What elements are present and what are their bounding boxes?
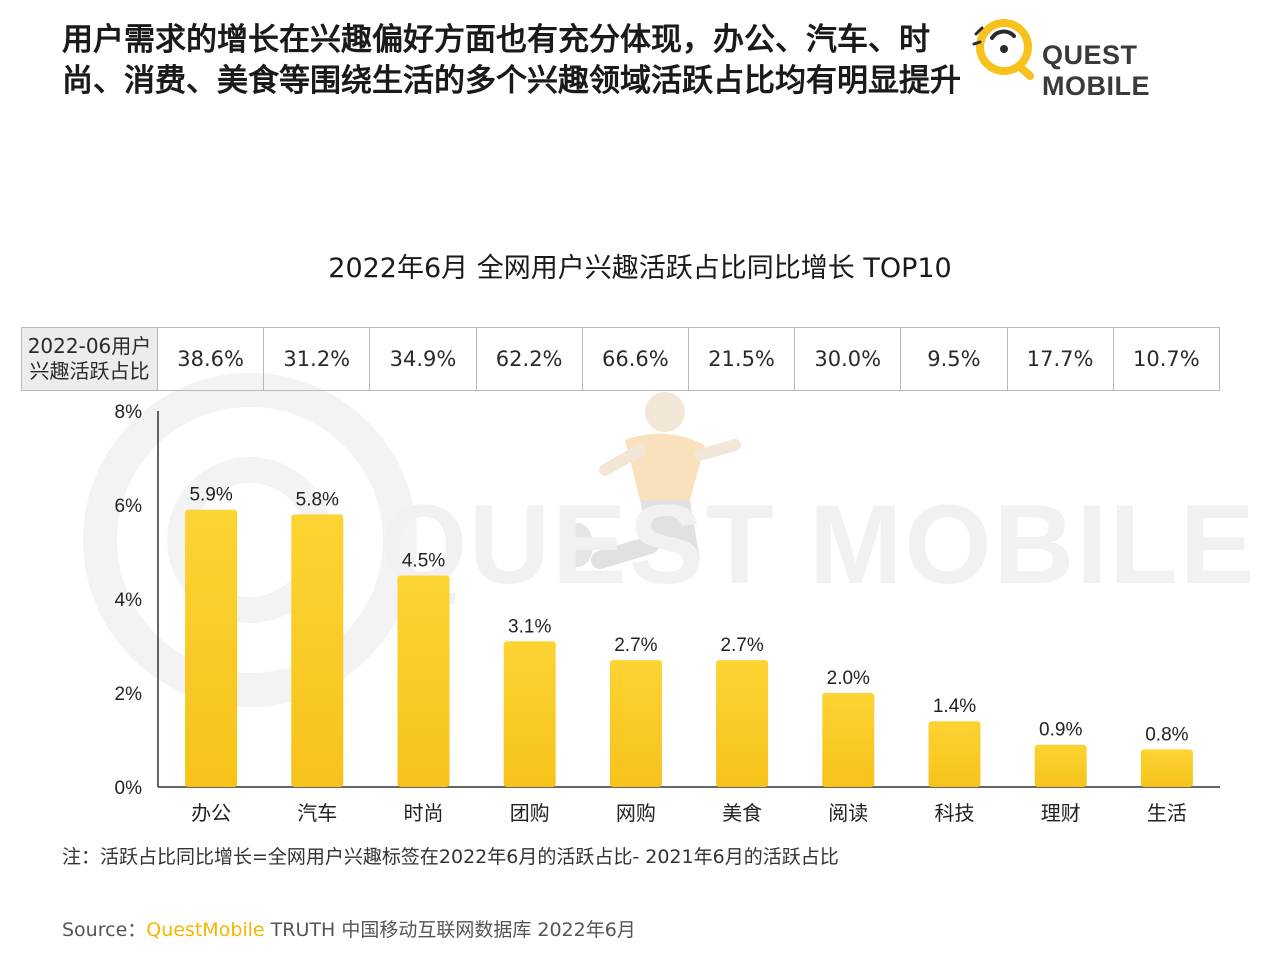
y-tick-label: 4% — [115, 590, 143, 611]
footnote: 注：活跃占比同比增长=全网用户兴趣标签在2022年6月的活跃占比- 2021年6… — [62, 846, 839, 868]
bar-value-label: 5.8% — [296, 489, 339, 510]
bar-value-label: 1.4% — [933, 696, 976, 717]
bar-value-label: 5.9% — [189, 485, 232, 506]
table-cell: 38.6% — [156, 327, 265, 391]
bar — [928, 721, 981, 787]
x-tick-label: 美食 — [722, 801, 762, 825]
y-tick-label: 8% — [115, 402, 143, 423]
table-row: 2022-06用户兴趣活跃占比 38.6% 31.2% 34.9% 62.2% … — [21, 327, 1221, 391]
bar-value-label: 0.9% — [1039, 720, 1082, 741]
x-tick-label: 时尚 — [404, 801, 444, 825]
x-tick-label: 网购 — [616, 801, 656, 825]
source-brand: QuestMobile — [146, 919, 265, 941]
bar-value-label: 0.8% — [1145, 724, 1188, 745]
bar-value-label: 2.7% — [614, 635, 657, 656]
source-line: Source：QuestMobile TRUTH 中国移动互联网数据库 2022… — [62, 915, 636, 942]
table-cell: 30.0% — [794, 327, 902, 391]
table-cell: 9.5% — [900, 327, 1008, 391]
y-tick-label: 0% — [115, 778, 143, 799]
bar — [1140, 749, 1193, 787]
table-cell: 62.2% — [475, 327, 583, 391]
table-cell: 10.7% — [1112, 327, 1221, 391]
x-tick-label: 科技 — [935, 801, 975, 825]
bar — [609, 660, 662, 787]
quest-mobile-logo-icon — [972, 19, 1034, 80]
bar — [185, 509, 238, 787]
activity-share-table: 2022-06用户兴趣活跃占比 38.6% 31.2% 34.9% 62.2% … — [21, 327, 1221, 391]
bar — [291, 514, 344, 787]
table-header-cell: 2022-06用户兴趣活跃占比 — [21, 327, 158, 391]
watermark-text: QUEST MOBILE — [380, 482, 1257, 607]
table-cell: 21.5% — [687, 327, 796, 391]
bar-value-label: 2.0% — [827, 668, 870, 689]
headline: 用户需求的增长在兴趣偏好方面也有充分体现，办公、汽车、时尚、消费、美食等围绕生活… — [62, 22, 961, 99]
table-cell: 17.7% — [1006, 327, 1114, 391]
x-tick-label: 阅读 — [828, 801, 868, 825]
bar-value-label: 3.1% — [508, 616, 551, 637]
brand-logo: QUEST MOBILE — [972, 14, 1232, 101]
bar — [503, 641, 556, 787]
y-tick-label: 6% — [115, 496, 143, 517]
y-tick-label: 2% — [115, 684, 143, 705]
bar — [716, 660, 769, 787]
x-tick-label: 生活 — [1147, 801, 1187, 825]
bar — [1034, 744, 1087, 787]
chart-title: 2022年6月 全网用户兴趣活跃占比同比增长 TOP10 — [328, 253, 952, 284]
bar-chart: 0% 2% 4% 6% 8% 5.9% 办公 5.8% 汽车 4.5% 时尚 3.1% 团购 2.7% 网购… — [115, 402, 1220, 825]
x-tick-label: 办公 — [191, 801, 231, 825]
table-cell: 66.6% — [581, 327, 689, 391]
x-tick-label: 汽车 — [297, 801, 337, 825]
source-rest: TRUTH 中国移动互联网数据库 2022年6月 — [264, 919, 636, 941]
table-cell: 31.2% — [263, 327, 371, 391]
source-prefix: Source： — [62, 919, 147, 941]
x-tick-label: 理财 — [1041, 801, 1081, 825]
bar-value-label: 2.7% — [720, 635, 763, 656]
table-cell: 34.9% — [369, 327, 477, 391]
bar — [397, 575, 450, 787]
bar-value-label: 4.5% — [402, 551, 445, 572]
bar — [822, 693, 875, 787]
brand-name: QUEST MOBILE — [1042, 40, 1150, 101]
x-tick-label: 团购 — [510, 801, 550, 825]
